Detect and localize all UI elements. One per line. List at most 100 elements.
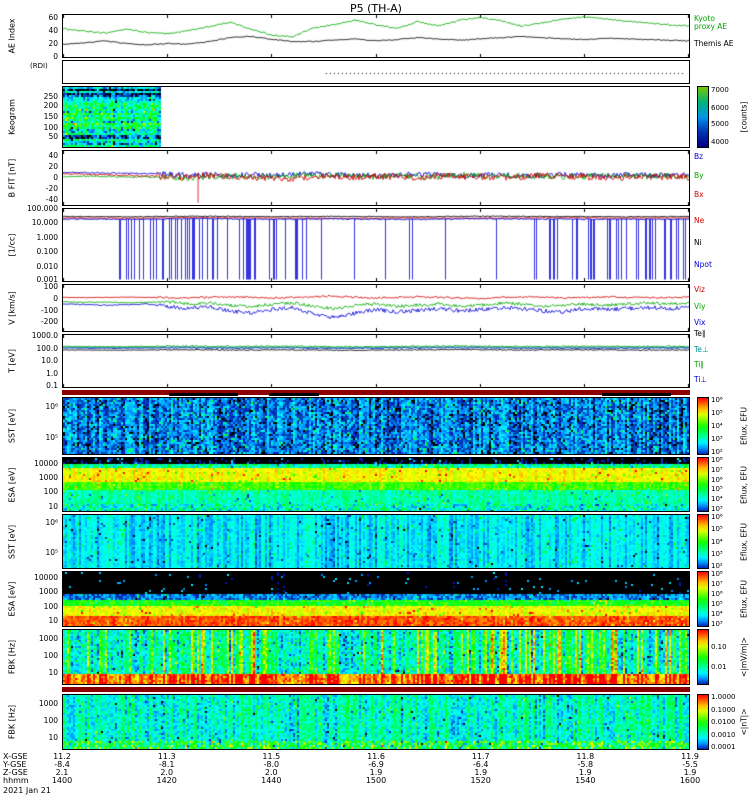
ytick-temperature: 0.1 [46, 381, 58, 391]
colorbar-canvas-fbk-bfield [698, 695, 708, 749]
axis-label-rdi: (RDI) [30, 62, 48, 70]
ytick-b-fit: 0 [53, 173, 58, 182]
ytick-keogram: 50 [48, 132, 58, 142]
colorbar-label-fbk-bfield: <|nT|> [739, 708, 749, 736]
cbtick-esa-electron: 10⁶ [711, 589, 723, 598]
legend-temperature: Ti∥ [694, 360, 749, 370]
burst-mode-bar [168, 393, 238, 396]
y_gse-value: -6.9 [368, 760, 384, 769]
legend-temperature: Ti⊥ [694, 376, 749, 385]
panel-canvas-keogram [63, 87, 689, 147]
ytick-fbk-bfield: 1000 [38, 699, 58, 709]
panel-keogram [62, 86, 690, 148]
ytick-fbk-efield: 10 [48, 668, 58, 678]
panel-canvas-temperature [63, 335, 689, 387]
cbtick-keogram: 4000 [711, 137, 729, 146]
panel-temperature [62, 334, 690, 388]
panel-esa-electron [62, 571, 690, 627]
cbtick-fbk-efield: 0.10 [711, 643, 727, 652]
colorbar-label-esa-ion: Eflux, EFU [739, 465, 749, 504]
z_gse-value: 2.0 [160, 768, 174, 777]
hhmm-value: 1400 [51, 776, 73, 785]
y_gse-value: -8.1 [158, 760, 175, 769]
ytick-velocity: 100 [43, 282, 58, 292]
panel-canvas-sst-electron [63, 515, 689, 568]
ytick-esa-ion: 100 [43, 487, 58, 497]
ytick-velocity: -200 [40, 317, 58, 327]
cbtick-keogram: 6000 [711, 103, 729, 112]
ytick-esa-electron: 10000 [34, 572, 58, 582]
ytick-density: 1.000 [36, 232, 58, 242]
cbtick-sst-ion: 10⁵ [711, 409, 723, 418]
ytick-esa-ion: 10000 [34, 458, 58, 468]
hhmm-value: 1520 [470, 776, 491, 785]
ytick-fbk-efield: 1000 [38, 634, 58, 644]
plot-title: P5 (TH-A) [350, 2, 402, 15]
ytick-velocity: 0 [53, 294, 58, 304]
panel-velocity [62, 284, 690, 332]
ytick-sst-electron: 10⁶ [45, 518, 58, 528]
legend-line: Vix [694, 318, 706, 328]
hhmm-value: 1540 [575, 776, 596, 785]
x_gse-value: 11.6 [367, 752, 385, 761]
legend-line: Bx [694, 190, 704, 200]
cbtick-esa-ion: 10⁶ [711, 475, 723, 484]
colorbar-fbk-efield [697, 629, 709, 685]
panel-canvas-density [63, 209, 689, 281]
ytick-ae-index: 0 [53, 51, 58, 61]
cbtick-keogram: 5000 [711, 120, 729, 129]
cbtick-esa-electron: 10⁴ [711, 610, 723, 619]
cbtick-sst-electron: 10² [711, 562, 723, 571]
legend-line: Kyoto [694, 13, 715, 23]
panel-canvas-esa-electron [63, 572, 689, 626]
panel-canvas-esa-ion [63, 458, 689, 511]
axis-row-label-z_gse: Z-GSE [3, 768, 28, 777]
z_gse-value: 1.9 [683, 768, 697, 777]
ytick-density: 0.010 [36, 262, 58, 272]
legend-line: Npot [694, 260, 712, 270]
z_gse-value: 1.9 [578, 768, 592, 777]
ytick-esa-electron: 10 [48, 616, 58, 626]
cbtick-fbk-bfield: 0.0010 [711, 730, 736, 739]
colorbar-canvas-keogram [698, 87, 708, 147]
ytick-keogram: 100 [43, 122, 58, 132]
ytick-b-fit: -20 [45, 184, 58, 194]
legend-line: Bz [694, 152, 704, 162]
legend-density: Ne [694, 216, 749, 226]
axis-label-esa-ion: ESA [eV] [7, 467, 17, 502]
ytick-fbk-bfield: 100 [43, 716, 58, 726]
panel-canvas-b-fit [63, 151, 689, 205]
z_gse-value: 1.9 [474, 768, 488, 777]
ytick-sst-ion: 10⁶ [45, 401, 58, 411]
legend-temperature: Te⊥ [694, 345, 749, 355]
separator-bar [62, 687, 690, 692]
legend-velocity: Viz [694, 286, 749, 295]
panel-esa-ion [62, 457, 690, 512]
colorbar-canvas-sst-electron [698, 515, 708, 568]
colorbar-canvas-esa-ion [698, 458, 708, 511]
ytick-esa-ion: 10 [48, 501, 58, 511]
cbtick-sst-electron: 10⁵ [711, 525, 723, 534]
panel-fbk-bfield [62, 694, 690, 750]
date-label: 2021 Jan 21 [3, 786, 51, 795]
ytick-keogram: 250 [43, 91, 58, 101]
cbtick-sst-ion: 10⁴ [711, 422, 723, 430]
panel-canvas-rdi [63, 61, 689, 83]
ytick-velocity: -100 [40, 305, 58, 315]
y_gse-value: -6.4 [472, 760, 489, 769]
hhmm-value: 1500 [365, 776, 387, 785]
colorbar-canvas-fbk-efield [698, 630, 708, 684]
legend-line: Viz [694, 285, 705, 295]
cbtick-esa-electron: 10⁵ [711, 600, 723, 609]
ytick-density: 100.000 [26, 204, 58, 214]
cbtick-fbk-bfield: 1.0000 [711, 692, 736, 701]
ytick-ae-index: 40 [48, 25, 58, 35]
cbtick-sst-ion: 10⁶ [711, 395, 723, 404]
colorbar-fbk-bfield [697, 694, 709, 750]
ytick-temperature: 1000.0 [31, 330, 58, 340]
legend-b-fit: Bx [694, 191, 749, 200]
colorbar-keogram [697, 86, 709, 148]
y_gse-value: -8.0 [263, 760, 280, 769]
panel-canvas-fbk-efield [63, 630, 689, 684]
